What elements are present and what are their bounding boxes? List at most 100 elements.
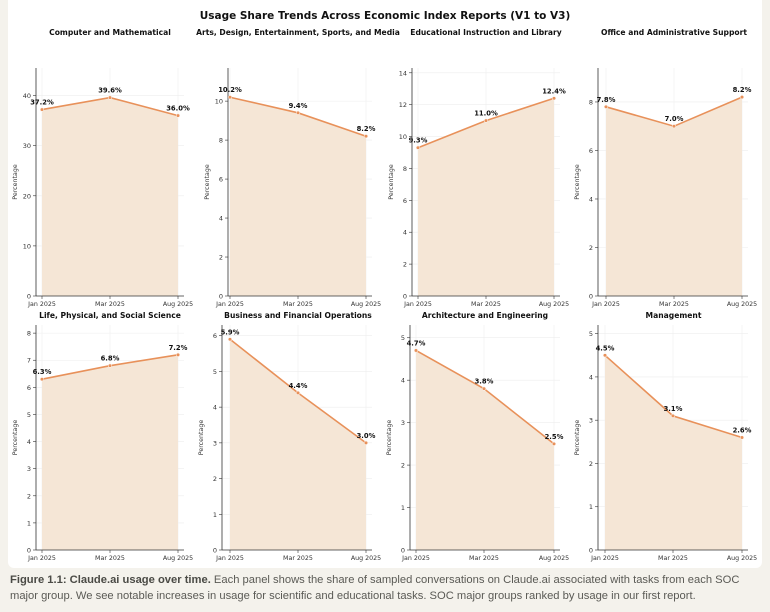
data-label: 6.8% xyxy=(101,355,120,363)
panel-3: Educational Instruction and Library 0 2 4 6 8… xyxy=(388,28,569,308)
x-tick-label: Jan 2025 xyxy=(215,301,244,308)
x-tick-label: Mar 2025 xyxy=(95,301,125,308)
x-tick-label: Aug 2025 xyxy=(351,301,381,308)
y-tick-label: 4 xyxy=(27,438,31,446)
data-point xyxy=(295,390,301,395)
y-tick-label: 6 xyxy=(589,147,593,155)
x-tick-label: Mar 2025 xyxy=(95,555,125,562)
x-tick-label: Jan 2025 xyxy=(27,555,56,562)
y-axis-label: Percentage xyxy=(12,420,19,456)
y-tick-label: 1 xyxy=(213,511,217,519)
data-label: 4.7% xyxy=(407,339,426,347)
data-label: 10.2% xyxy=(218,86,242,94)
data-point xyxy=(175,352,181,357)
y-tick-label: 0 xyxy=(403,293,407,301)
x-tick-label: Aug 2025 xyxy=(727,301,757,308)
data-label: 7.0% xyxy=(665,115,684,123)
area-fill xyxy=(418,98,554,297)
x-tick-label: Jan 2025 xyxy=(401,555,430,562)
area-fill xyxy=(42,354,178,550)
y-tick-label: 1 xyxy=(589,503,593,511)
y-axis-label: Percentage xyxy=(388,164,395,200)
panel-8: Management 0 1 2 3 4 5 Jan 2025 Mar 2025 Aug 2025… xyxy=(574,311,757,562)
data-label: 3.8% xyxy=(475,378,494,386)
data-label: 7.8% xyxy=(597,96,616,104)
x-tick-label: Mar 2025 xyxy=(283,555,313,562)
x-tick-label: Jan 2025 xyxy=(27,301,56,308)
y-tick-label: 1 xyxy=(401,504,405,512)
data-point xyxy=(295,110,301,115)
y-tick-label: 0 xyxy=(589,547,593,555)
y-tick-label: 2 xyxy=(219,254,223,262)
y-tick-label: 6 xyxy=(219,176,223,184)
data-point xyxy=(363,440,369,445)
data-point xyxy=(739,95,745,100)
y-tick-label: 5 xyxy=(589,330,593,338)
y-axis-label: Percentage xyxy=(386,420,393,456)
x-tick-label: Aug 2025 xyxy=(163,301,193,308)
data-point xyxy=(671,124,677,129)
data-label: 4.4% xyxy=(289,382,308,390)
y-tick-label: 8 xyxy=(403,165,407,173)
area-fill xyxy=(606,97,742,296)
y-tick-label: 5 xyxy=(27,411,31,419)
y-tick-label: 5 xyxy=(401,334,405,342)
area-fill xyxy=(230,97,366,296)
data-label: 8.2% xyxy=(733,86,752,94)
x-tick-label: Mar 2025 xyxy=(658,555,688,562)
y-tick-label: 0 xyxy=(589,293,593,301)
data-point xyxy=(415,145,421,150)
area-fill xyxy=(605,355,742,550)
caption-text: Each panel shows the share of sampled co… xyxy=(10,574,740,602)
y-tick-label: 4 xyxy=(213,404,217,412)
y-tick-label: 0 xyxy=(27,293,31,301)
x-tick-label: Aug 2025 xyxy=(539,555,569,562)
y-tick-label: 8 xyxy=(27,330,31,338)
y-tick-label: 10 xyxy=(215,98,223,106)
y-tick-label: 0 xyxy=(213,547,217,555)
y-tick-label: 3 xyxy=(401,419,405,427)
data-label: 5.9% xyxy=(221,328,240,336)
data-point xyxy=(107,95,113,100)
figure-caption: Figure 1.1: Claude.ai usage over time. E… xyxy=(10,573,760,604)
data-point xyxy=(739,435,745,440)
data-label: 9.3% xyxy=(409,137,428,145)
data-point xyxy=(363,134,369,139)
y-tick-label: 30 xyxy=(23,142,31,150)
panel-title: Arts, Design, Entertainment, Sports, and… xyxy=(196,28,400,37)
y-tick-label: 0 xyxy=(27,547,31,555)
data-label: 6.3% xyxy=(33,368,52,376)
x-tick-label: Aug 2025 xyxy=(163,555,193,562)
panel-title: Architecture and Engineering xyxy=(422,311,548,320)
data-label: 7.2% xyxy=(169,344,188,352)
data-label: 12.4% xyxy=(542,87,566,95)
data-point xyxy=(175,113,181,118)
y-tick-label: 3 xyxy=(27,465,31,473)
y-tick-label: 2 xyxy=(401,462,405,470)
panel-5: Life, Physical, and Social Science 0 1 2 3 4 5… xyxy=(12,311,193,562)
data-label: 2.6% xyxy=(733,427,752,435)
panel-title: Management xyxy=(646,311,702,320)
x-tick-label: Jan 2025 xyxy=(215,555,244,562)
y-tick-label: 10 xyxy=(23,242,31,250)
y-tick-label: 3 xyxy=(213,439,217,447)
y-tick-label: 6 xyxy=(27,384,31,392)
data-point xyxy=(107,363,113,368)
data-label: 9.4% xyxy=(289,102,308,110)
y-tick-label: 10 xyxy=(399,133,407,141)
y-tick-label: 14 xyxy=(399,69,407,77)
data-point xyxy=(551,441,557,446)
y-tick-label: 12 xyxy=(399,101,407,109)
data-label: 11.0% xyxy=(474,110,498,118)
x-tick-label: Jan 2025 xyxy=(403,301,432,308)
small-multiples-chart: Usage Share Trends Across Economic Index… xyxy=(12,10,757,562)
data-label: 3.1% xyxy=(664,405,683,413)
data-label: 39.6% xyxy=(98,87,122,95)
data-point xyxy=(603,104,609,109)
y-tick-label: 2 xyxy=(27,492,31,500)
y-tick-label: 2 xyxy=(213,475,217,483)
data-label: 8.2% xyxy=(357,125,376,133)
y-axis-label: Percentage xyxy=(574,420,581,456)
y-tick-label: 4 xyxy=(219,215,223,223)
area-fill xyxy=(230,339,366,550)
